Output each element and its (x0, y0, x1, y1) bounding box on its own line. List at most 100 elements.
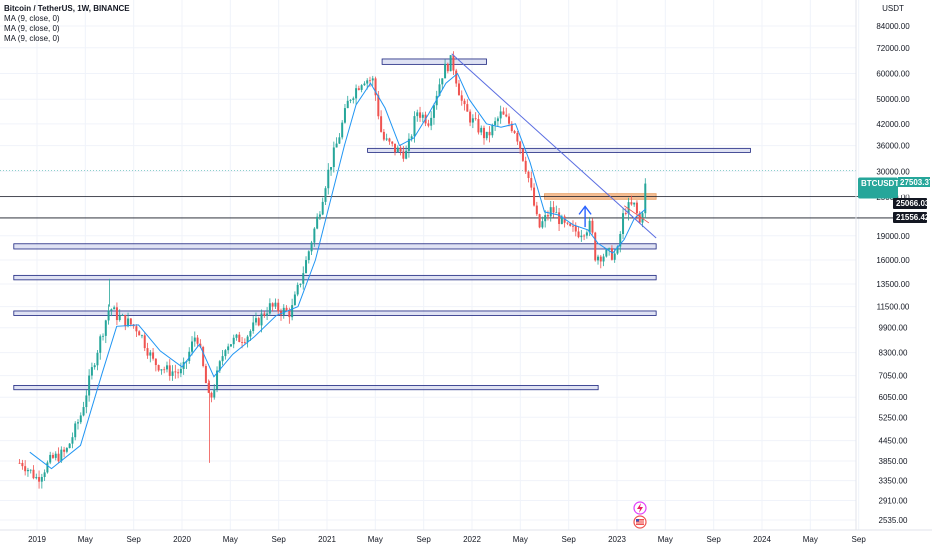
x-tick-label: 2020 (173, 535, 191, 544)
candle-body (335, 143, 338, 148)
y-tick-label: 50000.00 (876, 95, 910, 104)
candle-body (260, 313, 263, 326)
candle-body (394, 143, 397, 153)
currency-label: USDT (882, 4, 904, 13)
candle-body (143, 335, 146, 349)
candle-body (432, 105, 435, 118)
candle-body (366, 80, 369, 84)
candle-body (40, 476, 43, 482)
support-zone (13, 243, 657, 250)
candle-body (421, 114, 424, 118)
candle-body (318, 214, 321, 217)
candle-body (254, 318, 257, 323)
candle-body (229, 344, 232, 347)
candle-body (29, 469, 32, 471)
candle-body (93, 365, 96, 368)
candle-body (499, 111, 502, 119)
candle-body (416, 112, 419, 117)
candle-body (316, 216, 319, 229)
candle-body (196, 337, 199, 344)
candle-body (96, 352, 99, 366)
candle-body (113, 307, 116, 310)
candle-body (427, 123, 430, 126)
y-tick-label: 13500.00 (876, 280, 910, 289)
candle-body (149, 352, 152, 356)
candle-body (555, 212, 558, 214)
candle-body (299, 283, 302, 285)
symbol-title[interactable]: Bitcoin / TetherUS, 1W, BINANCE (4, 4, 130, 13)
level-tag-1[interactable]: 25066.03 (893, 198, 930, 209)
x-tick-label: Sep (852, 535, 867, 544)
price-tags: BTCUSDT 27503.37 27503.37 1d 10h 25066.0… (858, 177, 932, 223)
candle-body (407, 138, 410, 151)
ma-indicator-3[interactable]: MA (9, close, 0) (4, 34, 60, 43)
level-tag-1-value: 25066.03 (896, 199, 930, 208)
candle-body (633, 202, 636, 205)
candle-body (460, 95, 463, 101)
candle-body (168, 365, 171, 376)
ma-indicator-1[interactable]: MA (9, close, 0) (4, 14, 60, 23)
candle-body (65, 448, 68, 452)
lightning-icon[interactable] (633, 501, 647, 515)
level-tag-2[interactable]: 21556.42 (893, 212, 930, 223)
candle-body (213, 389, 216, 398)
candle-body (563, 216, 566, 223)
y-tick-label: 36000.00 (876, 142, 910, 151)
flag-icon[interactable] (633, 515, 647, 529)
candle-body (302, 273, 305, 284)
candle-body (485, 131, 488, 139)
current-price-value: 27503.37 (900, 178, 932, 187)
current-price-tag[interactable]: BTCUSDT 27503.37 27503.37 1d 10h (858, 177, 932, 199)
candle-body (124, 314, 127, 327)
candle-body (207, 383, 210, 393)
candle-body (419, 112, 422, 118)
candle-body (179, 368, 182, 374)
candle-body (177, 372, 180, 374)
y-tick-label: 60000.00 (876, 69, 910, 78)
support-zone (13, 384, 599, 391)
candle-body (363, 83, 366, 86)
y-tick-label: 4450.00 (879, 437, 908, 446)
y-tick-label: 72000.00 (876, 44, 910, 53)
support-zone (381, 58, 487, 65)
ma-indicator-2[interactable]: MA (9, close, 0) (4, 24, 60, 33)
candle-body (577, 231, 580, 238)
bar-countdown: 1d 10h (900, 188, 924, 197)
candle-body (474, 118, 477, 120)
candle-body (494, 121, 497, 126)
x-tick-label: Sep (417, 535, 432, 544)
y-tick-label: 16000.00 (876, 256, 910, 265)
y-tick-label: 19000.00 (876, 232, 910, 241)
x-tick-label: May (658, 535, 673, 544)
candle-body (599, 256, 602, 262)
candle-body (49, 454, 52, 463)
support-zone (13, 310, 657, 316)
candle-body (360, 85, 363, 90)
candle-body (466, 104, 469, 112)
candle-body (566, 222, 569, 224)
candle-body (227, 346, 230, 351)
chart-legend: Bitcoin / TetherUS, 1W, BINANCE MA (9, c… (4, 4, 130, 44)
candle-body (405, 150, 408, 159)
candle-body (368, 80, 371, 82)
candle-body (274, 302, 277, 307)
candle-body (341, 122, 344, 138)
x-tick-label: Sep (562, 535, 577, 544)
candle-body (63, 449, 66, 452)
candle-body (24, 466, 27, 472)
candle-body (188, 351, 191, 361)
candle-body (321, 201, 324, 215)
y-tick-label: 84000.00 (876, 22, 910, 31)
candle-body (160, 369, 163, 371)
candle-body (488, 131, 491, 136)
support-resistance-zones (13, 58, 751, 391)
candle-body (510, 123, 513, 131)
candle-body (527, 171, 530, 179)
candle-body (613, 253, 616, 260)
candle-body (110, 309, 113, 311)
candle-body (46, 462, 49, 473)
candle-body (18, 462, 21, 464)
candle-body (82, 407, 85, 416)
